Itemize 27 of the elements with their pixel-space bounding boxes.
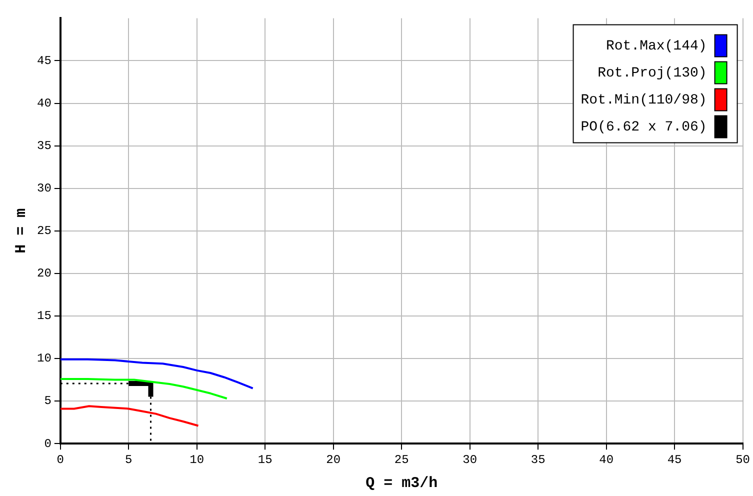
- y-tick-label: 15: [36, 309, 52, 324]
- y-tick-label: 10: [36, 352, 52, 366]
- legend-label: Rot.Max(144): [606, 38, 707, 54]
- x-tick-label: 5: [125, 452, 132, 467]
- y-tick-label: 25: [36, 224, 52, 238]
- x-tick-label: 15: [258, 452, 272, 467]
- legend-label: Rot.Min(110/98): [580, 92, 707, 108]
- x-tick-label: 20: [326, 452, 341, 467]
- y-tick-label: 20: [36, 266, 52, 281]
- y-tick-label: 45: [36, 54, 52, 68]
- x-tick-label: 40: [599, 452, 614, 467]
- y-tick-label: 5: [44, 394, 52, 408]
- x-tick-label: 10: [190, 452, 204, 467]
- x-tick-label: 0: [56, 452, 64, 467]
- x-tick-label: 35: [530, 452, 546, 467]
- x-tick-label: 25: [394, 452, 409, 467]
- x-axis-title: Q = m3/h: [366, 474, 438, 492]
- legend-label: PO(6.62 x 7.06): [580, 119, 707, 136]
- y-tick-label: 35: [36, 138, 52, 153]
- x-tick-label: 50: [736, 452, 750, 467]
- x-tick-label: 30: [462, 452, 478, 467]
- y-tick-label: 30: [36, 182, 52, 196]
- y-axis-title: H = m: [12, 208, 30, 254]
- legend-label: Rot.Proj(130): [598, 65, 707, 82]
- x-tick-label: 45: [667, 452, 682, 467]
- y-tick-label: 0: [44, 436, 52, 451]
- y-tick-label: 40: [36, 96, 52, 110]
